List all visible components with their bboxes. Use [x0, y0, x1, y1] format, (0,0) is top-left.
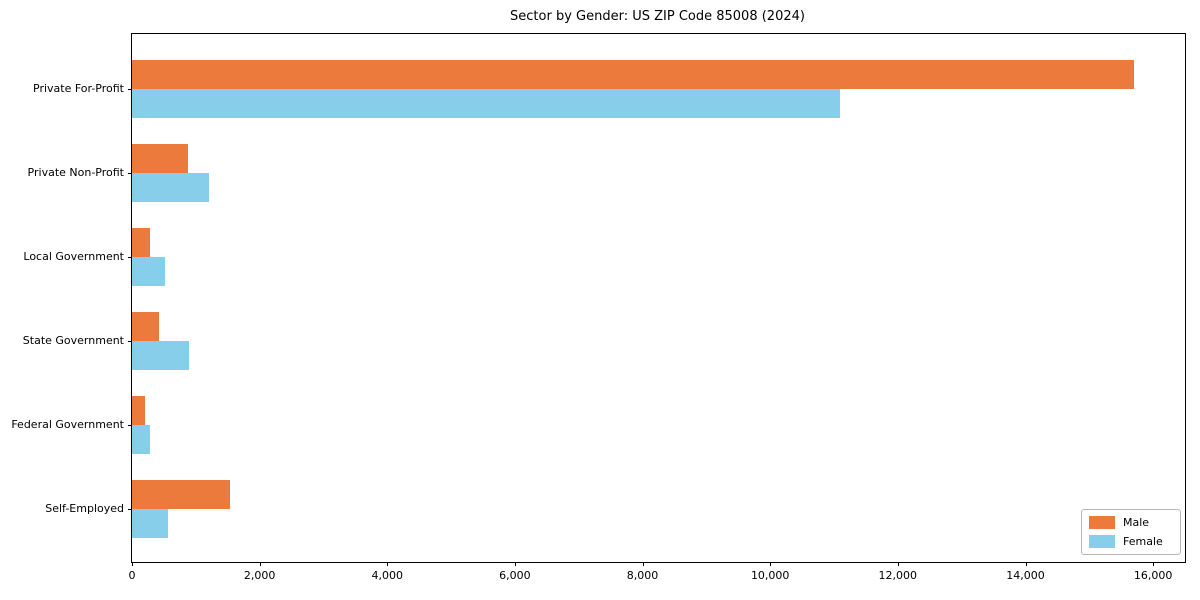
legend-swatch-male: [1089, 516, 1115, 529]
x-tick-mark: [132, 562, 133, 566]
x-tick-mark: [1025, 562, 1027, 566]
bar-male: [132, 144, 188, 173]
bar-female: [132, 89, 841, 118]
x-tick-mark: [1153, 562, 1155, 566]
x-tick-mark: [642, 562, 644, 566]
y-tick-mark: [128, 173, 132, 174]
y-tick-label: Federal Government: [11, 418, 124, 431]
legend-label: Female: [1123, 535, 1163, 548]
bar-female: [132, 425, 150, 454]
y-tick-mark: [128, 341, 132, 342]
y-tick-label: Private Non-Profit: [27, 166, 124, 179]
y-tick-mark: [128, 89, 132, 90]
legend-item-male: Male: [1089, 516, 1172, 529]
x-tick-mark: [514, 562, 516, 566]
x-tick-label: 14,000: [1006, 569, 1045, 582]
x-tick-label: 12,000: [878, 569, 918, 582]
y-tick-label: Local Government: [23, 250, 124, 263]
bar-female: [132, 341, 190, 370]
y-tick-mark: [128, 257, 132, 258]
x-tick-label: 16,000: [1133, 569, 1173, 582]
plot-area: Male Female Private For-Profit Private Non…: [11, 33, 1186, 582]
bar-male: [132, 312, 160, 341]
x-tick-mark: [259, 562, 261, 566]
legend-swatch-female: [1089, 535, 1115, 548]
bar-male: [132, 480, 230, 509]
y-tick-mark: [128, 425, 132, 426]
x-tick-label: 4,000: [371, 569, 404, 582]
x-tick-label: 8,000: [626, 569, 659, 582]
bar-male: [132, 228, 150, 257]
x-tick-label: 10,000: [750, 569, 790, 582]
legend-item-female: Female: [1089, 535, 1172, 548]
x-tick-mark: [897, 562, 899, 566]
legend: Male Female: [1081, 509, 1181, 555]
x-tick-mark: [770, 562, 772, 566]
x-tick-label: 6,000: [499, 569, 531, 582]
y-tick-mark: [128, 509, 132, 510]
x-tick-label: 0: [128, 569, 136, 582]
y-tick-label: Self-Employed: [45, 502, 124, 515]
x-tick-mark: [387, 562, 389, 566]
x-tick-label: 2,000: [243, 569, 276, 582]
chart-title: Sector by Gender: US ZIP Code 85008 (202…: [510, 9, 805, 24]
bar-female: [132, 509, 168, 538]
y-tick-label: State Government: [22, 334, 124, 347]
bar-male: [132, 60, 1134, 89]
legend-label: Male: [1123, 516, 1150, 529]
y-tick-label: Private For-Profit: [33, 82, 124, 95]
bar-female: [132, 257, 165, 286]
bar-male: [132, 396, 146, 425]
bar-female: [132, 173, 209, 202]
